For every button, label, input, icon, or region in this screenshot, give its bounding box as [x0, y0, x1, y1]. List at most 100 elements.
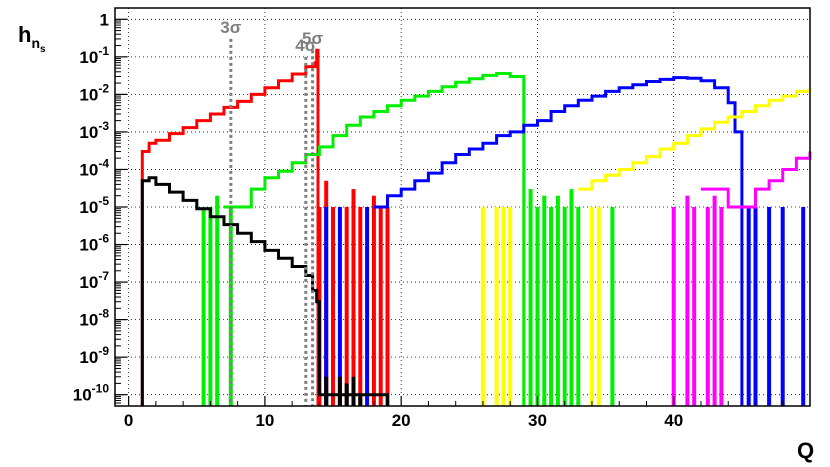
- series-spike: [549, 207, 554, 406]
- y-tick-exponent: -6: [98, 232, 109, 246]
- series-spike: [358, 207, 363, 406]
- series-spike: [562, 207, 567, 406]
- series-spike: [351, 189, 356, 406]
- y-tick-exponent: -1: [98, 44, 109, 58]
- sigma-label: 3σ: [220, 18, 241, 37]
- y-tick-label: 10-7: [79, 269, 109, 292]
- y-tick-base: 10: [79, 198, 98, 217]
- y-tick-exponent: -8: [98, 307, 109, 321]
- y-tick-exponent: -4: [98, 156, 109, 170]
- series-spike: [576, 207, 581, 406]
- series-spike: [569, 189, 574, 406]
- series-spike: [331, 207, 335, 406]
- series-spike: [712, 195, 717, 406]
- y-axis-title: hns: [18, 22, 46, 55]
- y-tick-label: 10-10: [73, 382, 110, 405]
- series-line: [373, 76, 744, 406]
- series-spike: [767, 207, 772, 406]
- series-spike: [590, 207, 594, 406]
- series-line: [224, 72, 526, 406]
- y-tick-exponent: -10: [92, 382, 110, 396]
- y-tick-label: 10-9: [79, 344, 109, 367]
- series-spike: [671, 207, 676, 406]
- series-spike: [494, 207, 499, 406]
- x-tick-label: 20: [392, 411, 411, 430]
- y-axis-title-subsub: s: [40, 44, 46, 55]
- y-tick-base: 10: [79, 48, 98, 67]
- y-tick-label: 10-2: [79, 81, 109, 104]
- series-spike: [705, 207, 710, 406]
- y-tick-base: 10: [79, 236, 98, 255]
- series-spike: [719, 207, 724, 406]
- series-spike: [228, 207, 233, 406]
- grid-lines: [115, 8, 810, 406]
- series-line: [578, 87, 812, 191]
- series-spike: [610, 207, 615, 406]
- y-tick-base: 10: [73, 386, 92, 405]
- y-axis-ticks: 110-110-210-310-410-510-610-710-810-910-…: [73, 7, 127, 405]
- y-tick-base: 10: [79, 311, 98, 330]
- x-tick-label: 10: [255, 411, 274, 430]
- y-tick-label: 10-5: [79, 194, 109, 217]
- series-spike: [378, 207, 383, 406]
- y-tick-exponent: -5: [98, 194, 109, 208]
- series-spike: [753, 207, 758, 406]
- y-tick-base: 10: [79, 85, 98, 104]
- y-tick-label: 10-4: [79, 156, 109, 179]
- series-spike: [337, 207, 342, 406]
- series-spike: [201, 207, 206, 406]
- series-spike: [385, 207, 390, 406]
- y-tick-label: 10-8: [79, 307, 109, 330]
- series-line: [701, 151, 812, 209]
- series-spike: [528, 189, 533, 406]
- series-spike: [337, 376, 342, 406]
- x-tick-label: 0: [124, 411, 133, 430]
- x-tick-label: 30: [528, 411, 547, 430]
- y-tick-base: 10: [79, 123, 98, 142]
- y-tick-exponent: -2: [98, 81, 109, 95]
- y-tick-base: 10: [79, 348, 98, 367]
- series-spike: [685, 195, 690, 406]
- x-axis-ticks: 0 10 20 30 40: [124, 396, 784, 430]
- series-spike: [692, 207, 697, 406]
- series-spike: [508, 207, 513, 406]
- series-spike: [324, 207, 329, 406]
- series-spike: [215, 195, 220, 406]
- series-spike: [535, 207, 540, 406]
- x-axis-title: Q: [797, 438, 814, 463]
- series-spike: [351, 376, 356, 406]
- series-spike: [596, 207, 601, 406]
- series-spike: [208, 207, 213, 406]
- series-spike: [555, 195, 560, 406]
- y-tick-label: 1: [100, 10, 109, 29]
- y-axis-title-sub: n: [31, 35, 40, 51]
- x-tick-label: 40: [664, 411, 683, 430]
- series-spike: [371, 195, 376, 406]
- y-tick-label: 10-1: [79, 44, 109, 67]
- y-tick-base: 10: [79, 273, 98, 292]
- series-spike: [542, 195, 547, 406]
- y-tick-base: 10: [79, 160, 98, 179]
- series-spike: [480, 207, 485, 406]
- series-spike: [344, 383, 349, 406]
- series-spike: [780, 207, 785, 406]
- series-spike: [501, 207, 506, 406]
- y-tick-exponent: -3: [98, 119, 109, 133]
- series-spike: [324, 376, 329, 406]
- series-spike: [801, 207, 806, 406]
- y-tick-exponent: -9: [98, 344, 109, 358]
- sigma-label: 4σ: [295, 36, 316, 55]
- series-layer: [140, 48, 812, 406]
- y-axis-title-main: h: [18, 22, 31, 47]
- series-spike: [365, 207, 370, 406]
- y-tick-label: 10-3: [79, 119, 109, 142]
- series-spike: [344, 207, 349, 406]
- sigma-label: 5σ: [302, 29, 323, 48]
- y-tick-label: 10-6: [79, 232, 109, 255]
- series-spike: [358, 394, 363, 406]
- series-spike: [746, 207, 751, 406]
- series-line: [140, 48, 320, 406]
- y-tick-exponent: -7: [98, 269, 109, 283]
